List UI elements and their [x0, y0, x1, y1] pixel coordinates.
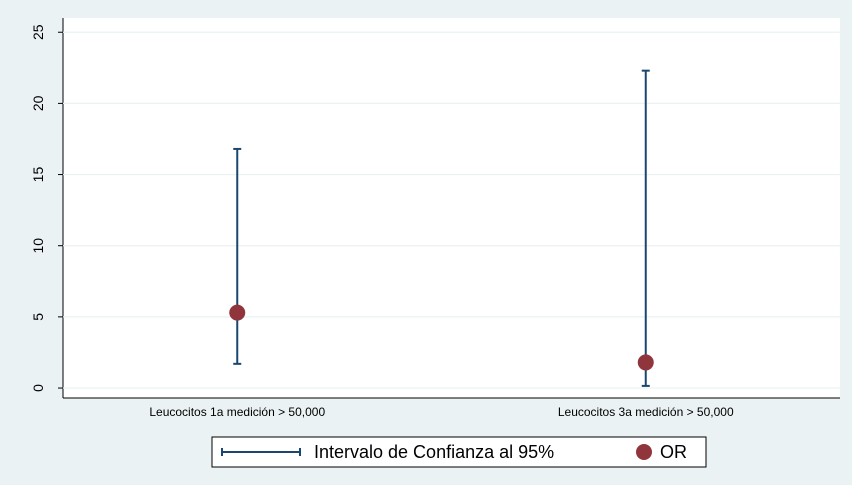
- x-tick-label: Leucocitos 1a medición > 50,000: [149, 405, 325, 419]
- legend-key: [636, 444, 652, 460]
- point: [637, 354, 654, 371]
- plot-area: [63, 18, 840, 398]
- y-tick-label: 5: [30, 313, 46, 321]
- y-tick-label: 15: [30, 167, 46, 183]
- x-tick-label: Leucocitos 3a medición > 50,000: [558, 405, 734, 419]
- legend-label: Intervalo de Confianza al 95%: [314, 442, 554, 462]
- y-tick-label: 10: [30, 238, 46, 254]
- y-tick-label: 25: [30, 24, 46, 40]
- y-tick-label: 0: [30, 384, 46, 392]
- legend-label: OR: [660, 442, 687, 462]
- y-tick-label: 20: [30, 95, 46, 111]
- point: [229, 304, 246, 321]
